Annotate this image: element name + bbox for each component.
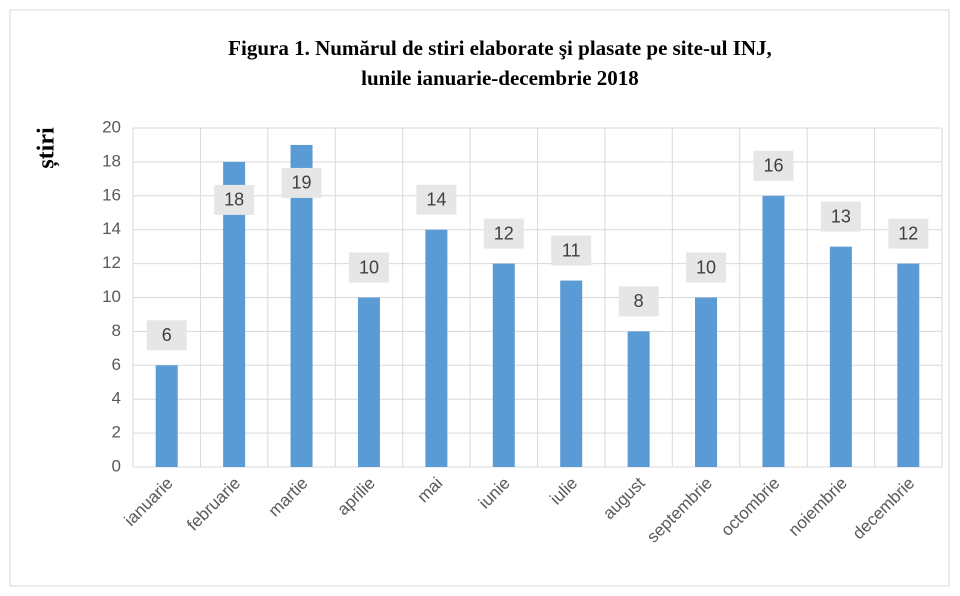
- y-tick-label: 12: [102, 253, 121, 272]
- data-label: 18: [224, 190, 244, 210]
- data-label: 10: [696, 257, 716, 277]
- data-label-box: [146, 320, 187, 351]
- y-tick-label: 14: [102, 219, 121, 238]
- y-tick-label: 0: [112, 456, 121, 475]
- y-tick-label: 4: [112, 389, 121, 408]
- y-tick-label: 20: [102, 117, 121, 136]
- data-label-box: [551, 235, 592, 266]
- y-tick-label: 16: [102, 185, 121, 204]
- data-label-box: [348, 252, 389, 283]
- bar: [560, 280, 583, 467]
- data-label-box: [483, 218, 524, 249]
- chart-title: lunile ianuarie-decembrie 2018: [361, 66, 639, 90]
- data-label-box: [416, 184, 457, 215]
- y-tick-label: 8: [112, 321, 121, 340]
- bar: [829, 246, 852, 467]
- bar: [695, 297, 718, 467]
- bar: [627, 331, 650, 467]
- data-label: 12: [898, 223, 918, 243]
- data-label: 13: [831, 206, 851, 226]
- data-label-box: [820, 201, 861, 232]
- data-label-box: [281, 167, 322, 198]
- y-tick-label: 6: [112, 355, 121, 374]
- data-label: 10: [359, 257, 379, 277]
- data-label: 11: [562, 240, 581, 260]
- data-label: 16: [763, 156, 783, 176]
- bar: [897, 263, 920, 467]
- data-label: 14: [426, 189, 446, 209]
- bar: [492, 263, 515, 467]
- data-label-box: [686, 252, 727, 283]
- bar: [425, 229, 448, 467]
- bar: [290, 144, 313, 467]
- y-tick-label: 2: [112, 423, 121, 442]
- y-tick-label: 10: [102, 287, 121, 306]
- data-label-box: [214, 184, 255, 215]
- bar: [155, 365, 178, 467]
- bar: [223, 161, 246, 467]
- data-label: 12: [494, 223, 514, 243]
- data-label: 8: [634, 291, 644, 311]
- bar: [762, 195, 785, 468]
- bar: [357, 297, 380, 467]
- data-label: 6: [162, 325, 172, 345]
- data-label-box: [618, 286, 659, 317]
- data-label-box: [753, 150, 794, 181]
- data-label: 19: [292, 173, 312, 193]
- y-axis-label: știri: [34, 127, 60, 169]
- chart-title: Figura 1. Numărul de stiri elaborate şi …: [228, 36, 772, 60]
- data-label-box: [888, 218, 929, 249]
- y-tick-label: 18: [102, 151, 121, 170]
